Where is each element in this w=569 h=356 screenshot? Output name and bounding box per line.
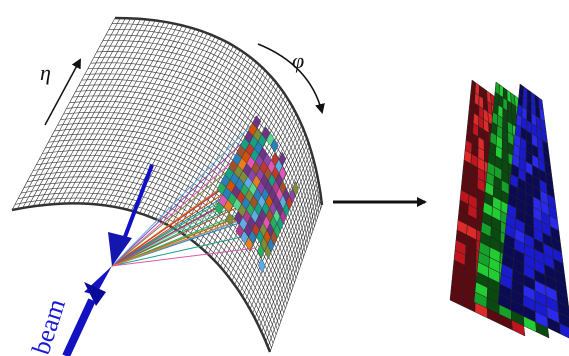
- figure: η φ beam: [0, 0, 569, 356]
- phi-label: φ: [292, 48, 304, 73]
- beam-line: [66, 165, 152, 356]
- beam-label: beam: [26, 295, 71, 356]
- mesh-line: [38, 19, 140, 206]
- mesh-line: [33, 19, 136, 207]
- image-channels: [450, 80, 569, 340]
- mesh-line: [23, 18, 126, 208]
- eta-label: η: [40, 60, 51, 85]
